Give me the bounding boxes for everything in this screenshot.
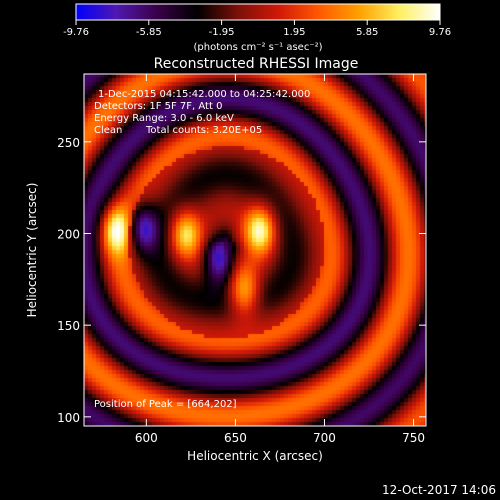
y-tick-label: 250 (57, 136, 80, 150)
x-tick-label: 650 (224, 431, 247, 445)
colorbar-unit-label: (photons cm⁻² s⁻¹ asec⁻²) (193, 42, 322, 53)
annotation-total-counts: Total counts: 3.20E+05 (145, 125, 262, 136)
annotation-energy-range: Energy Range: 3.0 - 6.0 keV (94, 113, 234, 124)
x-tick-label: 750 (402, 431, 425, 445)
colorbar: -9.76 -5.85 -1.95 1.95 5.85 9.76 (photons cm⁻… (63, 3, 451, 53)
chart-title: Reconstructed RHESSI Image (154, 56, 359, 72)
colorbar-tick-label: -9.76 (63, 27, 89, 38)
plot-area: 600 650 700 750 100 150 200 250 (57, 73, 427, 445)
footer-date: 12-Oct-2017 14:06 (382, 483, 496, 497)
y-tick-label: 100 (57, 411, 80, 425)
y-axis-title: Heliocentric Y (arcsec) (25, 183, 39, 318)
colorbar-tick-label: 9.76 (429, 27, 451, 38)
heatmap-canvas (84, 74, 426, 426)
x-axis-title: Heliocentric X (arcsec) (187, 449, 323, 463)
annotation-time-range: 1-Dec-2015 04:15:42.000 to 04:25:42.000 (98, 89, 310, 100)
colorbar-tick-label: -5.85 (136, 27, 162, 38)
colorbar-tick-label: 1.95 (283, 27, 305, 38)
colorbar-gradient (76, 4, 440, 20)
annotation-detectors: Detectors: 1F 5F 7F, Att 0 (94, 101, 222, 112)
colorbar-tick-label: -1.95 (209, 27, 235, 38)
y-tick-label: 200 (57, 228, 80, 242)
annotations: 1-Dec-2015 04:15:42.000 to 04:25:42.000 … (94, 89, 310, 410)
colorbar-tick-label: 5.85 (356, 27, 378, 38)
y-tick-label: 150 (57, 319, 80, 333)
x-tick-label: 600 (135, 431, 158, 445)
annotation-clean: Clean (94, 125, 122, 136)
x-tick-label: 700 (313, 431, 336, 445)
colorbar-frame (75, 3, 441, 21)
plot-frame (83, 73, 427, 427)
annotation-peak-position: Position of Peak = [664,202] (94, 399, 237, 410)
